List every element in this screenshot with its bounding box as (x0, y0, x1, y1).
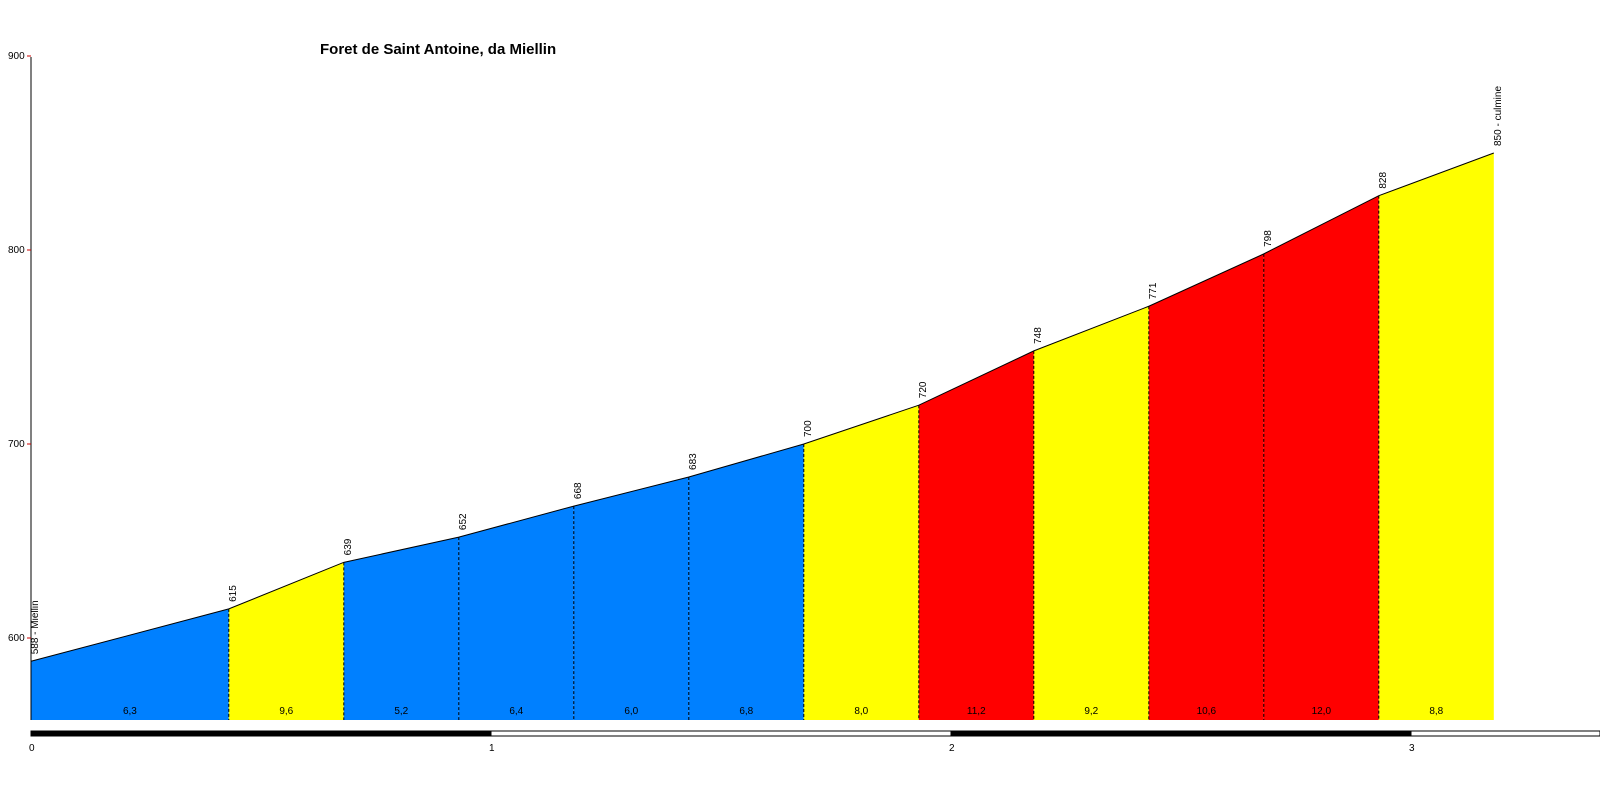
gradient-label: 5,2 (394, 706, 408, 717)
y-tick-label: 700 (8, 439, 25, 450)
distance-scale-band (1410, 730, 1600, 737)
elevation-label: 588 - Miellin (30, 600, 41, 654)
profile-segment (688, 444, 804, 720)
elevation-label: 720 (918, 381, 929, 398)
x-tick-label: 1 (489, 743, 495, 754)
x-tick-label: 0 (29, 743, 35, 754)
elevation-label: 828 (1378, 172, 1389, 189)
elevation-label: 683 (688, 453, 699, 470)
profile-segment (918, 350, 1034, 720)
y-tick-label: 800 (8, 245, 25, 256)
distance-scale-band (950, 730, 1412, 737)
gradient-label: 6,3 (123, 706, 137, 717)
elevation-label: 700 (803, 420, 814, 437)
profile-segment (1263, 195, 1379, 720)
x-tick-label: 3 (1409, 743, 1415, 754)
elevation-label: 615 (228, 585, 239, 602)
chart-title: Foret de Saint Antoine, da Miellin (320, 41, 556, 58)
y-tick-label: 900 (8, 51, 25, 62)
profile-segments (31, 153, 1494, 720)
distance-scale-band (30, 730, 492, 737)
elevation-label: 652 (458, 513, 469, 530)
profile-segment (343, 537, 459, 720)
gradient-labels: 6,3 9,6 5,2 6,4 6,0 6,8 8,0 11,2 9,2 10,6 12,0 8,8 (123, 706, 1444, 717)
gradient-label: 10,6 (1197, 706, 1217, 717)
gradient-label: 6,4 (509, 706, 523, 717)
elevation-label: 850 - culmine (1493, 86, 1504, 146)
gradient-label: 9,6 (279, 706, 293, 717)
distance-scale-band (490, 730, 952, 737)
gradient-label: 11,2 (967, 706, 986, 717)
gradient-label: 8,8 (1429, 706, 1443, 717)
segment-dividers (228, 195, 1380, 720)
elevation-label: 771 (1148, 282, 1159, 299)
elevation-label: 798 (1263, 230, 1274, 247)
y-axis: 600 700 800 900 (8, 51, 31, 644)
profile-outline (30, 152, 1494, 662)
profile-segment (573, 476, 689, 720)
profile-segment (803, 405, 919, 720)
elevation-point-labels: 588 - Miellin 615 639 652 668 683 700 720 748 771… (30, 86, 1504, 655)
profile-segment (228, 562, 344, 720)
gradient-label: 9,2 (1084, 706, 1098, 717)
gradient-label: 6,8 (739, 706, 753, 717)
gradient-label: 6,0 (624, 706, 638, 717)
profile-segment (458, 506, 574, 720)
elevation-label: 748 (1033, 327, 1044, 344)
gradient-label: 8,0 (854, 706, 868, 717)
profile-segment (1033, 306, 1149, 720)
profile-segment (1148, 253, 1264, 720)
gradient-label: 12,0 (1312, 706, 1332, 717)
y-tick-label: 600 (8, 633, 25, 644)
profile-segment (31, 608, 229, 720)
x-axis: 0 1 2 3 (29, 730, 1600, 754)
profile-segment (1378, 153, 1494, 720)
x-tick-label: 2 (949, 743, 955, 754)
elevation-label: 668 (573, 482, 584, 499)
elevation-label: 639 (343, 538, 354, 555)
